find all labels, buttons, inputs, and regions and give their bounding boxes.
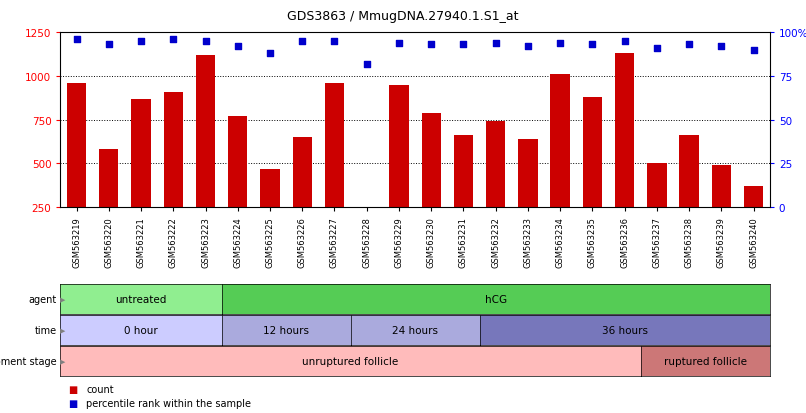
Bar bbox=[647, 164, 667, 208]
Point bbox=[715, 44, 728, 50]
Point bbox=[618, 38, 631, 45]
Text: ▶: ▶ bbox=[60, 358, 65, 364]
Text: count: count bbox=[86, 385, 114, 394]
Bar bbox=[357, 208, 376, 211]
Bar bbox=[454, 136, 473, 208]
Text: 0 hour: 0 hour bbox=[124, 325, 158, 335]
Point bbox=[360, 61, 373, 68]
Text: 36 hours: 36 hours bbox=[601, 325, 648, 335]
Point bbox=[264, 51, 276, 57]
Text: ▶: ▶ bbox=[60, 296, 65, 302]
Text: ruptured follicle: ruptured follicle bbox=[664, 356, 746, 366]
Bar bbox=[99, 150, 118, 208]
Bar bbox=[518, 140, 538, 208]
Point bbox=[521, 44, 534, 50]
Text: GDS3863 / MmugDNA.27940.1.S1_at: GDS3863 / MmugDNA.27940.1.S1_at bbox=[287, 10, 519, 23]
Text: ■: ■ bbox=[69, 398, 77, 408]
Bar bbox=[550, 75, 570, 208]
Bar bbox=[712, 166, 731, 208]
Text: unruptured follicle: unruptured follicle bbox=[302, 356, 399, 366]
Bar bbox=[583, 98, 602, 208]
Point bbox=[489, 40, 502, 47]
Bar bbox=[228, 117, 247, 208]
Point bbox=[167, 37, 180, 43]
Text: ▶: ▶ bbox=[60, 327, 65, 333]
Point bbox=[393, 40, 405, 47]
Text: 12 hours: 12 hours bbox=[263, 325, 310, 335]
Bar bbox=[679, 136, 699, 208]
Bar bbox=[196, 56, 215, 208]
Bar bbox=[67, 84, 86, 208]
Bar bbox=[744, 187, 763, 208]
Bar bbox=[260, 169, 280, 208]
Point bbox=[683, 42, 696, 49]
Point bbox=[457, 42, 470, 49]
Bar bbox=[131, 100, 151, 208]
Point bbox=[425, 42, 438, 49]
Text: ■: ■ bbox=[69, 385, 77, 394]
Text: untreated: untreated bbox=[115, 294, 167, 304]
Text: 24 hours: 24 hours bbox=[392, 325, 438, 335]
Text: hCG: hCG bbox=[484, 294, 507, 304]
Point bbox=[135, 38, 147, 45]
Point bbox=[231, 44, 244, 50]
Point bbox=[586, 42, 599, 49]
Point bbox=[296, 38, 309, 45]
Bar bbox=[164, 93, 183, 208]
Point bbox=[650, 45, 663, 52]
Bar bbox=[486, 122, 505, 208]
Point bbox=[199, 38, 212, 45]
Point bbox=[554, 40, 567, 47]
Point bbox=[328, 38, 341, 45]
Text: development stage: development stage bbox=[0, 356, 56, 366]
Text: agent: agent bbox=[28, 294, 56, 304]
Text: time: time bbox=[35, 325, 56, 335]
Text: percentile rank within the sample: percentile rank within the sample bbox=[86, 398, 251, 408]
Bar bbox=[615, 54, 634, 208]
Bar bbox=[389, 85, 409, 208]
Bar bbox=[293, 138, 312, 208]
Point bbox=[70, 37, 83, 43]
Point bbox=[747, 47, 760, 54]
Point bbox=[102, 42, 115, 49]
Bar bbox=[325, 84, 344, 208]
Bar bbox=[422, 114, 441, 208]
